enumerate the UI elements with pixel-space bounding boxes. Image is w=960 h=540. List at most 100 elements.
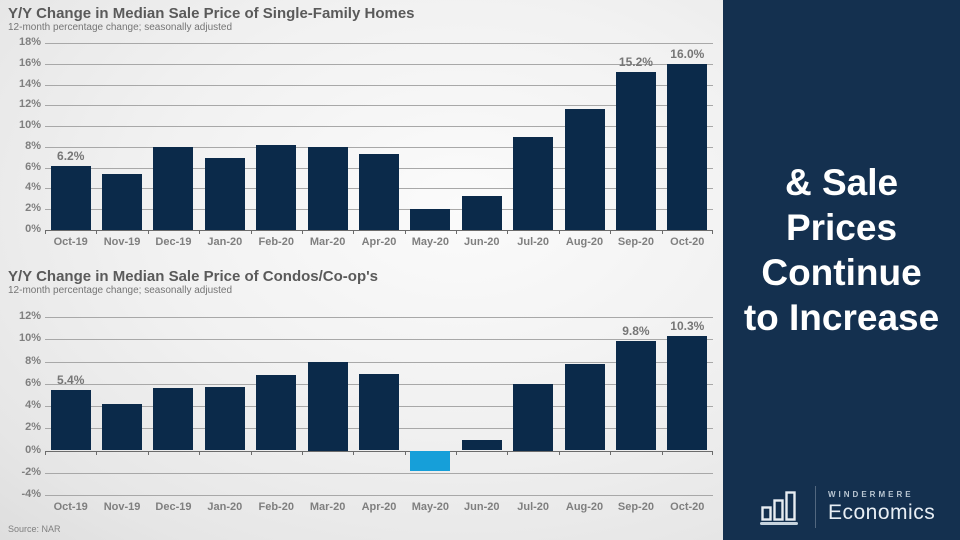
axis-tick xyxy=(404,230,406,234)
bar-Apr-20 xyxy=(359,154,399,230)
source-note: Source: NAR xyxy=(8,524,61,534)
gridline xyxy=(45,43,713,44)
y-axis-label: 8% xyxy=(25,354,41,367)
bar-Oct-19 xyxy=(50,390,91,451)
bar-Jun-20 xyxy=(461,195,502,230)
axis-tick xyxy=(456,450,458,455)
bar-Aug-20 xyxy=(564,363,605,451)
bar-May-20 xyxy=(410,209,451,230)
bar-Oct-20 xyxy=(667,63,708,230)
headline-line: to Increase xyxy=(743,297,940,338)
axis-tick xyxy=(199,450,201,455)
single-family-chart: Y/Y Change in Median Sale Price of Singl… xyxy=(8,5,723,260)
gridline xyxy=(45,317,713,318)
y-axis-label: 2% xyxy=(25,202,41,215)
y-axis-label: 4% xyxy=(25,181,41,194)
x-axis-label: Feb-20 xyxy=(258,501,294,513)
axis-tick xyxy=(147,450,149,455)
y-axis-label: 6% xyxy=(25,376,41,389)
axis-tick xyxy=(558,450,560,455)
axis-tick xyxy=(301,450,303,455)
windermere-economics-logo: WINDERMERE Economics xyxy=(759,486,935,528)
axis-tick xyxy=(353,450,355,455)
headline: & Sale Prices Continue to Increase xyxy=(723,160,960,340)
bar-Sep-20 xyxy=(615,341,656,451)
x-axis-label: Apr-20 xyxy=(361,236,397,248)
axis-tick xyxy=(507,230,509,234)
y-axis-label: 12% xyxy=(18,98,41,111)
bar-Dec-19 xyxy=(153,388,194,451)
axis-tick xyxy=(456,230,458,234)
x-axis-label: Apr-20 xyxy=(361,501,397,513)
axis-tick xyxy=(712,450,713,455)
y-axis-label: 2% xyxy=(25,421,41,434)
x-axis-label: Oct-19 xyxy=(53,236,88,248)
axis-tick xyxy=(45,450,46,455)
chart-title: Y/Y Change in Median Sale Price of Condo… xyxy=(8,268,379,285)
axis-tick xyxy=(250,230,252,234)
y-axis-label: 4% xyxy=(25,399,41,411)
axis-tick xyxy=(250,450,252,455)
x-axis-label: Dec-19 xyxy=(155,501,192,513)
bar-Feb-20 xyxy=(256,144,297,230)
axis-tick xyxy=(96,450,98,455)
condos-plot-area: 12% 10% 8% 6% 4% 2% 0% -2% -4% Oct-19 5.4% Nov-19 De… xyxy=(19,310,713,513)
bar-Oct-19 xyxy=(50,165,91,230)
y-axis-label: 10% xyxy=(18,119,41,132)
axis-tick xyxy=(661,450,663,455)
axis-tick xyxy=(45,230,46,234)
y-axis-label: 10% xyxy=(18,332,41,345)
x-axis-label: Feb-20 xyxy=(258,236,294,248)
data-label: 6.2% xyxy=(57,148,85,163)
axis-tick xyxy=(301,230,303,234)
x-axis-label: Sep-20 xyxy=(617,236,654,248)
logo-division: Economics xyxy=(828,500,936,524)
bar-Jan-20 xyxy=(204,158,245,230)
x-axis-label: Dec-19 xyxy=(155,236,192,248)
gridline xyxy=(45,63,713,65)
gridline xyxy=(45,472,713,474)
y-axis-label: 8% xyxy=(25,139,41,152)
y-axis-label: -2% xyxy=(21,465,41,478)
y-axis-label: 12% xyxy=(18,310,41,322)
x-axis-line xyxy=(45,230,713,231)
y-axis-label: 6% xyxy=(25,160,41,173)
x-axis-label: Nov-19 xyxy=(103,236,141,248)
x-axis-line xyxy=(45,450,713,452)
gridline xyxy=(45,146,713,148)
y-axis-label: 14% xyxy=(18,77,41,90)
bar-Jul-20 xyxy=(513,383,554,451)
logo-text: WINDERMERE Economics xyxy=(828,490,935,525)
bar-Jul-20 xyxy=(513,136,554,230)
x-axis-label: May-20 xyxy=(411,236,450,248)
gridline xyxy=(45,495,713,496)
y-axis-label: 16% xyxy=(18,56,41,69)
headline-line: Prices xyxy=(785,207,898,248)
bar-Oct-20 xyxy=(667,335,708,451)
bar-Mar-20 xyxy=(307,361,348,451)
bar-chart-icon xyxy=(760,491,798,525)
bar-Aug-20 xyxy=(564,109,605,230)
logo-brand: WINDERMERE xyxy=(828,489,914,499)
data-label: 5.4% xyxy=(57,373,85,388)
right-panel: & Sale Prices Continue to Increase WINDE… xyxy=(723,0,960,540)
bar-Apr-20 xyxy=(359,373,399,451)
x-axis-label: Aug-20 xyxy=(565,501,604,513)
axis-tick xyxy=(404,450,406,455)
data-label: 9.8% xyxy=(622,324,650,339)
y-axis-label: -4% xyxy=(21,488,41,500)
bar-Jan-20 xyxy=(204,387,245,451)
condos-chart: Y/Y Change in Median Sale Price of Condo… xyxy=(8,268,723,523)
y-axis-label: 0% xyxy=(25,443,41,456)
chart-title: Y/Y Change in Median Sale Price of Singl… xyxy=(8,5,415,22)
x-axis-label: Jan-20 xyxy=(207,236,243,248)
x-axis-label: Jun-20 xyxy=(464,501,500,513)
data-label: 16.0% xyxy=(670,46,705,61)
logo-divider xyxy=(815,486,816,528)
bar-Dec-19 xyxy=(153,146,194,230)
gridline xyxy=(45,361,713,363)
axis-tick xyxy=(610,450,612,455)
x-axis-label: Oct-20 xyxy=(670,236,705,248)
bar-Mar-20 xyxy=(307,146,348,230)
x-axis-label: Sep-20 xyxy=(617,501,654,513)
